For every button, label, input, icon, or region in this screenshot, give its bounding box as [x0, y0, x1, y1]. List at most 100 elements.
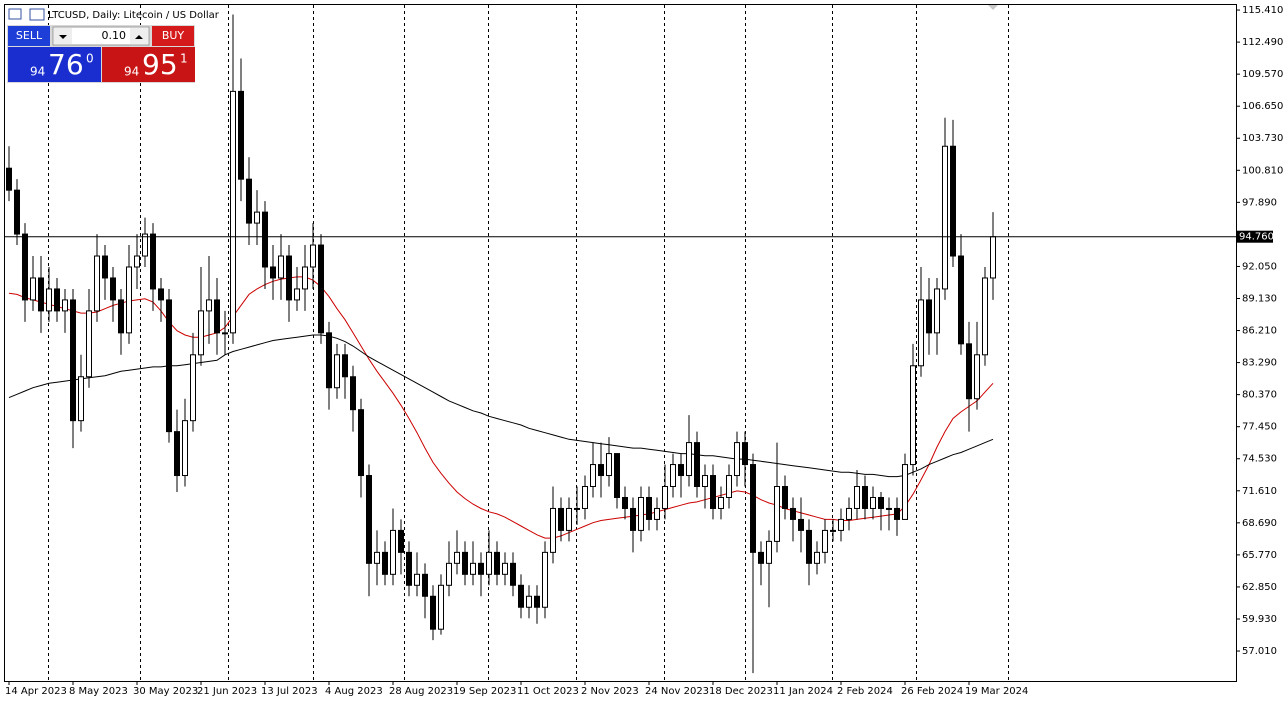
candle-body [398, 529, 404, 553]
candle-body [894, 507, 900, 520]
candle-body [326, 332, 332, 389]
candle-body [14, 189, 20, 235]
candle-body [950, 145, 956, 257]
candle-body [582, 486, 588, 509]
y-tick-label: 62.850 [1242, 582, 1277, 593]
candle-body [22, 233, 28, 301]
candle-body [350, 376, 356, 411]
candle-body [374, 551, 380, 564]
x-tick-label: 19 Mar 2024 [965, 686, 1028, 697]
candle-body [190, 354, 196, 422]
sell-button[interactable] [8, 26, 50, 46]
candle-body [462, 551, 468, 575]
candle-body [270, 266, 276, 279]
candle-body [830, 529, 836, 532]
candle-body [870, 496, 876, 509]
candle-body [430, 595, 436, 630]
candle-body [174, 431, 180, 477]
lot-box[interactable] [52, 26, 150, 46]
candle-body [590, 464, 596, 488]
y-tick-label: 80.370 [1242, 390, 1277, 401]
y-tick-label: 74.530 [1242, 454, 1277, 465]
candle-body [334, 354, 340, 389]
candle-body [502, 562, 508, 575]
candle-body [182, 420, 188, 477]
candle-body [598, 464, 604, 477]
y-tick-label: 97.890 [1242, 197, 1277, 208]
candle-body [406, 551, 412, 586]
candle-body [854, 486, 860, 509]
candle-body [470, 562, 476, 575]
candle-body [222, 332, 228, 335]
candle-body [750, 464, 756, 553]
x-tick-label: 2 Feb 2024 [837, 686, 893, 697]
candle-body [86, 310, 92, 378]
y-tick-label: 89.130 [1242, 293, 1277, 304]
candle-body [198, 310, 204, 356]
candle-body [654, 507, 660, 520]
candle-body [646, 496, 652, 520]
buy-price-main: 95 [142, 48, 178, 81]
y-tick-label: 77.450 [1242, 422, 1277, 433]
candle-body [566, 507, 572, 531]
y-tick-label: 86.210 [1242, 326, 1277, 337]
x-tick-label: 24 Nov 2023 [645, 686, 709, 697]
candle-body [414, 573, 420, 586]
candle-body [6, 167, 12, 191]
buy-button[interactable] [152, 26, 194, 46]
candle-body [102, 255, 108, 279]
y-tick-label: 71.610 [1242, 486, 1277, 497]
candle-body [558, 507, 564, 531]
candle-body [214, 299, 220, 334]
lot-value[interactable]: 0.10 [102, 29, 127, 42]
sell-label[interactable]: SELL [16, 29, 43, 42]
candle-body [910, 365, 916, 466]
candle-body [542, 551, 548, 608]
moving-average [8, 276, 994, 539]
candle-body [206, 299, 212, 312]
candle-body [742, 442, 748, 466]
candle-body [798, 518, 804, 531]
candle-body [230, 90, 236, 334]
candle-body [782, 486, 788, 509]
candle-body [294, 288, 300, 301]
candle-body [702, 475, 708, 488]
candle-body [318, 244, 324, 334]
x-tick-label: 11 Oct 2023 [517, 686, 579, 697]
candle-body [158, 288, 164, 301]
y-tick-label: 68.690 [1242, 518, 1277, 529]
candle-body [694, 442, 700, 488]
x-tick-label: 18 Dec 2023 [709, 686, 773, 697]
candle-body [150, 233, 156, 290]
candle-body [110, 277, 116, 301]
shift-marker [988, 5, 998, 10]
y-tick-label: 106.650 [1242, 101, 1283, 112]
candle-body [630, 507, 636, 531]
candle-body [958, 255, 964, 345]
x-tick-label: 4 Aug 2023 [325, 686, 383, 697]
candle-body [446, 562, 452, 586]
y-tick-label: 112.490 [1242, 37, 1283, 48]
candle-body [990, 236, 996, 279]
candle-body [822, 529, 828, 553]
candle-body [710, 475, 716, 509]
x-tick-label: 2 Nov 2023 [581, 686, 639, 697]
sell-price-main: 76 [48, 48, 84, 81]
candle-body [838, 518, 844, 531]
sell-price-box[interactable] [8, 47, 101, 82]
price-label-box [1237, 230, 1273, 243]
y-tick-label: 65.770 [1242, 550, 1277, 561]
x-tick-label: 28 Aug 2023 [389, 686, 453, 697]
candle-body [974, 354, 980, 400]
candle-body [622, 496, 628, 509]
candle-body [814, 551, 820, 564]
candle-body [942, 145, 948, 290]
candle-body [574, 507, 580, 510]
candle-body [550, 507, 556, 553]
buy-price-box[interactable] [102, 47, 195, 82]
buy-label[interactable]: BUY [162, 29, 185, 42]
candle-body [38, 277, 44, 312]
candle-body [478, 562, 484, 575]
candle-body [846, 507, 852, 520]
candle-body [78, 376, 84, 422]
